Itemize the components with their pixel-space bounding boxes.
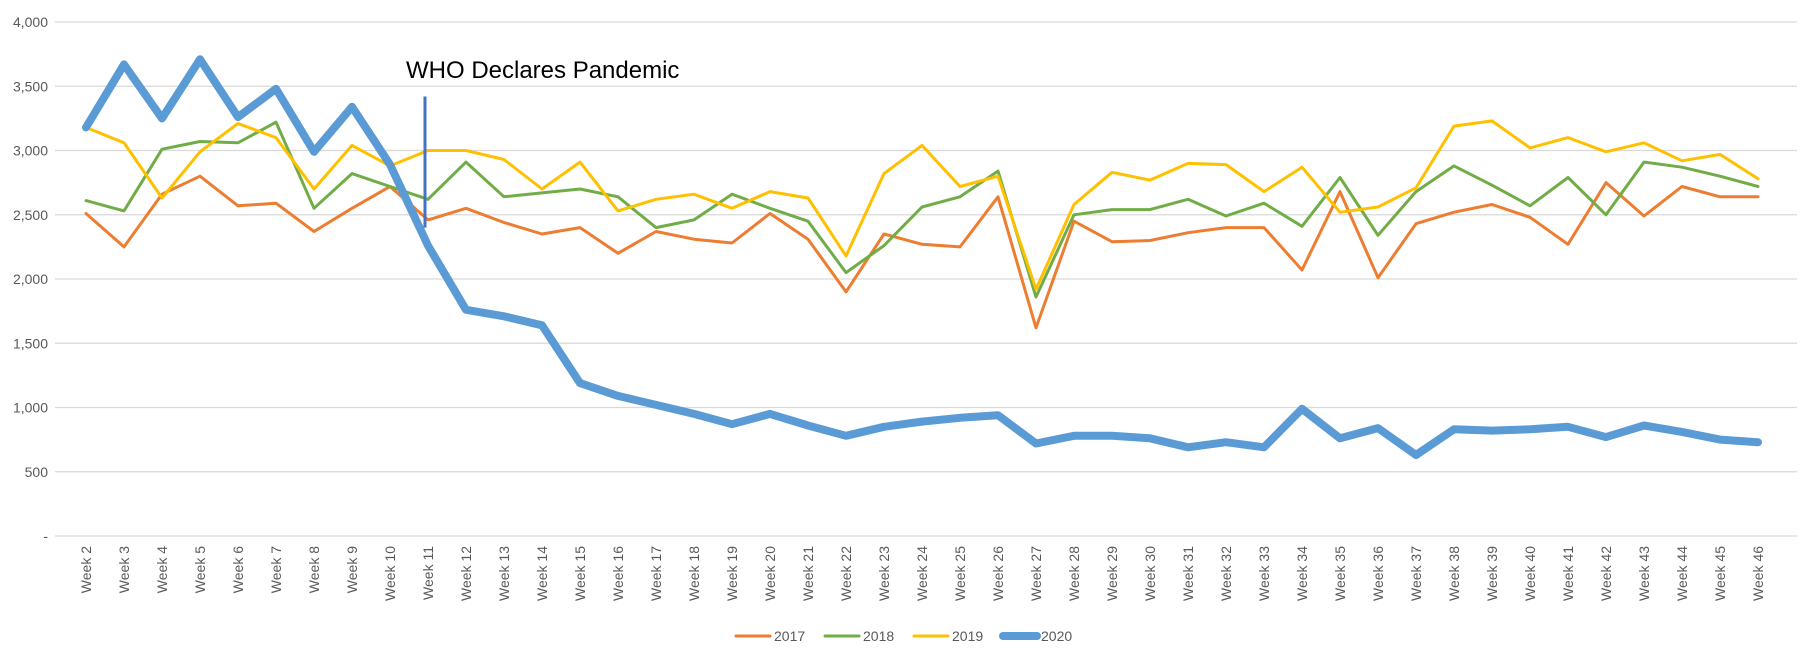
x-tick-label: Week 31 xyxy=(1180,546,1196,601)
x-tick-label: Week 42 xyxy=(1598,546,1614,601)
y-tick-label: 4,000 xyxy=(13,14,48,30)
x-tick-label: Week 30 xyxy=(1142,546,1158,601)
series-line-2018 xyxy=(84,120,1760,299)
x-tick-label: Week 23 xyxy=(876,546,892,601)
x-tick-label: Week 34 xyxy=(1294,546,1310,601)
x-tick-label: Week 28 xyxy=(1066,546,1082,601)
x-tick-label: Week 5 xyxy=(192,546,208,593)
y-tick-label: 2,000 xyxy=(13,271,48,287)
series-line-2017 xyxy=(84,174,1760,330)
x-tick-label: Week 27 xyxy=(1028,546,1044,601)
x-tick-label: Week 45 xyxy=(1712,546,1728,601)
series-lines xyxy=(82,55,1762,459)
y-tick-label: 1,000 xyxy=(13,400,48,416)
y-tick-label: - xyxy=(43,528,48,544)
y-tick-label: 3,000 xyxy=(13,143,48,159)
x-tick-label: Week 33 xyxy=(1256,546,1272,601)
x-tick-label: Week 9 xyxy=(344,546,360,593)
x-tick-label: Week 36 xyxy=(1370,546,1386,601)
x-tick-label: Week 24 xyxy=(914,546,930,601)
x-tick-label: Week 19 xyxy=(724,546,740,601)
x-tick-label: Week 11 xyxy=(420,546,436,600)
x-tick-label: Week 37 xyxy=(1408,546,1424,601)
y-tick-label: 3,500 xyxy=(13,78,48,94)
legend-label-2018: 2018 xyxy=(863,628,894,644)
legend-label-2020: 2020 xyxy=(1041,628,1072,644)
x-tick-label: Week 4 xyxy=(154,546,170,593)
x-tick-label: Week 32 xyxy=(1218,546,1234,601)
x-tick-label: Week 22 xyxy=(838,546,854,601)
x-tick-label: Week 14 xyxy=(534,546,550,601)
x-tick-label: Week 6 xyxy=(230,546,246,593)
legend-label-2017: 2017 xyxy=(774,628,805,644)
x-tick-label: Week 40 xyxy=(1522,546,1538,601)
x-tick-label: Week 8 xyxy=(306,546,322,593)
x-tick-label: Week 38 xyxy=(1446,546,1462,601)
x-tick-label: Week 17 xyxy=(648,546,664,601)
x-tick-label: Week 20 xyxy=(762,546,778,601)
y-tick-label: 500 xyxy=(25,464,49,480)
x-tick-label: Week 35 xyxy=(1332,546,1348,601)
annotation-label: WHO Declares Pandemic xyxy=(406,57,679,84)
x-tick-label: Week 13 xyxy=(496,546,512,601)
x-tick-label: Week 41 xyxy=(1560,546,1576,601)
x-tick-label: Week 43 xyxy=(1636,546,1652,601)
x-tick-label: Week 7 xyxy=(268,546,284,593)
x-tick-label: Week 26 xyxy=(990,546,1006,601)
x-tick-label: Week 29 xyxy=(1104,546,1120,601)
x-tick-label: Week 44 xyxy=(1674,546,1690,601)
y-tick-label: 1,500 xyxy=(13,335,48,351)
series-line-2020 xyxy=(82,55,1762,459)
x-tick-label: Week 15 xyxy=(572,546,588,601)
x-tick-label: Week 2 xyxy=(78,546,94,593)
x-tick-label: Week 25 xyxy=(952,546,968,601)
x-tick-label: Week 3 xyxy=(116,546,132,593)
x-tick-label: Week 16 xyxy=(610,546,626,601)
legend: 2017 2018 2019 2020 xyxy=(734,628,1072,644)
x-tick-label: Week 21 xyxy=(800,546,816,601)
x-tick-label: Week 39 xyxy=(1484,546,1500,601)
series-line-2019 xyxy=(84,119,1760,291)
x-tick-label: Week 12 xyxy=(458,546,474,601)
axes: - 500 1,000 1,500 2,000 2,500 3,000 3,500 4,000 W… xyxy=(13,14,1797,601)
legend-label-2019: 2019 xyxy=(952,628,983,644)
x-tick-label: Week 10 xyxy=(382,546,398,601)
y-tick-label: 2,500 xyxy=(13,207,48,223)
annotation: WHO Declares Pandemic xyxy=(406,57,679,228)
x-tick-label: Week 46 xyxy=(1750,546,1766,601)
x-tick-label: Week 18 xyxy=(686,546,702,601)
